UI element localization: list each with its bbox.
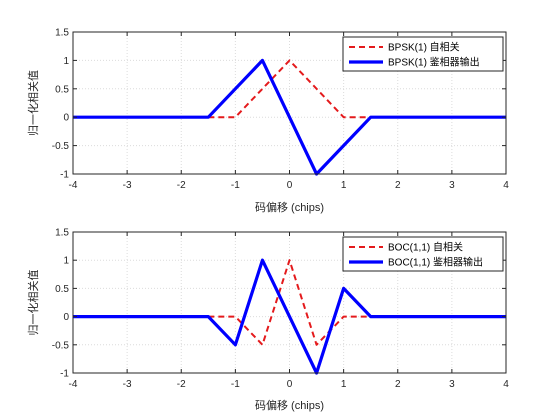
y-tick-label: 1 [63,256,69,267]
legend-entry-label: BOC(1,1) 鉴相器输出 [388,256,483,269]
y-axis-label: 归一化相关值 [26,70,40,136]
x-tick-label: -2 [177,379,186,390]
x-tick-label: 4 [503,379,509,390]
x-tick-label: 2 [395,180,401,191]
x-tick-label: 2 [395,379,401,390]
y-tick-label: 0.5 [55,284,69,295]
legend-entry-label: BPSK(1) 自相关 [388,41,460,54]
series-line-discriminator [73,258,506,375]
x-tick-label: -4 [69,180,78,191]
legend-box [342,36,504,72]
y-tick-label: -1 [60,170,69,181]
y-tick-label: 0 [63,113,69,124]
x-tick-label: -3 [123,379,132,390]
legend: BPSK(1) 自相关 BPSK(1) 鉴相器输出 [342,36,504,72]
legend: BOC(1,1) 自相关 BOC(1,1) 鉴相器输出 [342,236,504,272]
x-tick-label: -1 [231,180,240,191]
x-tick-label: 3 [449,180,455,191]
x-tick-label: 3 [449,379,455,390]
x-tick-label: 4 [503,180,509,191]
x-tick-label: 0 [287,379,293,390]
x-axis-label: 码偏移 (chips) [255,200,324,214]
y-tick-label: 0 [63,312,69,323]
x-tick-label: -3 [123,180,132,191]
y-axis-label: 归一化相关值 [26,270,40,336]
series-line-autocorrelation [208,59,371,119]
top-chart-bpsk: -4 -3 -2 -1 0 1 2 3 4 -1 -0.5 0 0.5 1 1.5 码偏移 (chips) 归一… [26,28,509,215]
legend-entry-label: BOC(1,1) 自相关 [388,241,463,254]
y-tick-label: 1.5 [55,228,69,239]
bottom-chart-boc: -4 -3 -2 -1 0 1 2 3 4 -1 -0.5 0 0.5 1 1.5 码偏移 (chips) 归一… [26,228,509,413]
x-tick-label: 1 [341,379,347,390]
x-tick-label: -1 [231,379,240,390]
y-tick-label: 1.5 [55,28,69,39]
x-axis-label: 码偏移 (chips) [255,398,324,412]
x-tick-label: -4 [69,379,78,390]
legend-entry-label: BPSK(1) 鉴相器输出 [388,56,480,69]
x-tick-label: 0 [287,180,293,191]
y-tick-label: -0.5 [52,340,70,351]
series-line-autocorrelation [208,259,371,346]
legend-box [342,236,504,272]
y-tick-label: 0.5 [55,84,69,95]
series-line-discriminator [73,58,506,176]
x-tick-label: -2 [177,180,186,191]
x-tick-label: 1 [341,180,347,191]
y-tick-label: -1 [60,369,69,380]
y-tick-label: -0.5 [52,141,70,152]
y-tick-label: 1 [63,56,69,67]
